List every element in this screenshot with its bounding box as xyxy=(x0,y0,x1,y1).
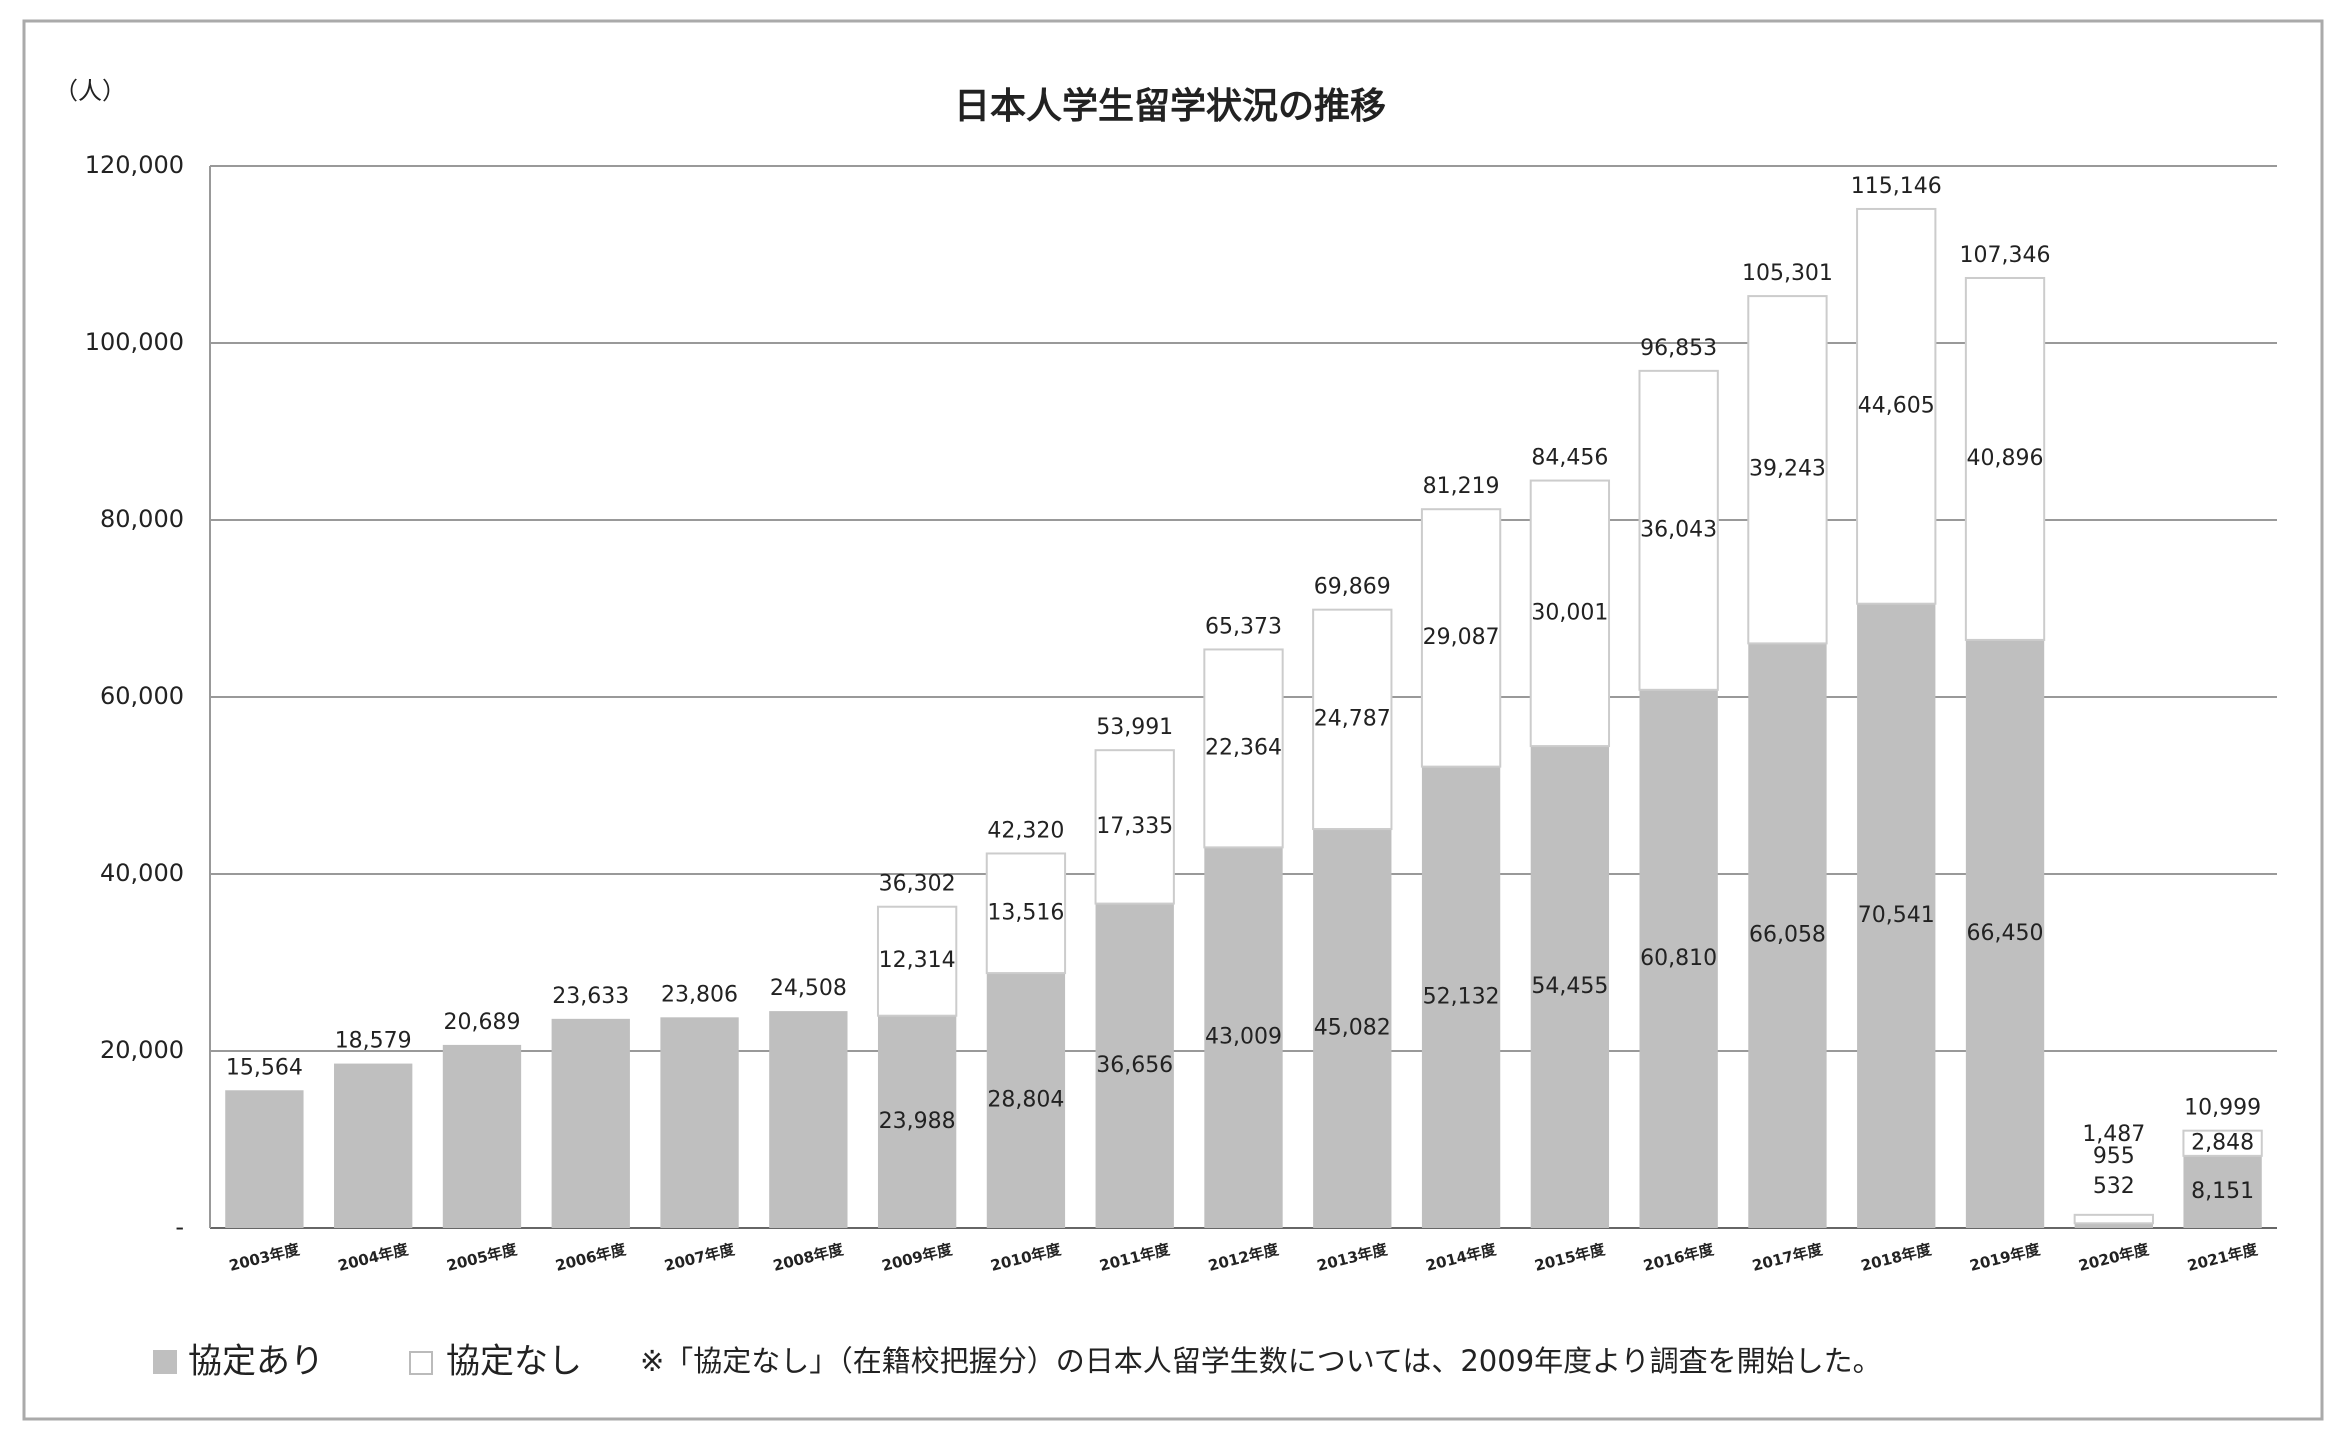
y-tick-label: 120,000 xyxy=(85,151,184,179)
value-label: 532 xyxy=(2093,1174,2135,1199)
total-label: 65,373 xyxy=(1205,614,1282,639)
bar-segment xyxy=(2183,1155,2262,1228)
bar-segment xyxy=(660,1017,739,1228)
value-label: 13,516 xyxy=(987,900,1064,925)
total-label: 107,346 xyxy=(1960,243,2051,268)
bar-segment xyxy=(1420,508,1502,768)
bar-segment xyxy=(2073,1213,2154,1225)
bar-segment xyxy=(2182,1129,2263,1157)
value-label: 29,087 xyxy=(1423,625,1500,650)
bar-segment xyxy=(1964,276,2046,641)
bar-segment xyxy=(1529,479,1611,748)
total-label: 115,146 xyxy=(1851,174,1942,199)
y-tick-label: 60,000 xyxy=(100,682,184,710)
legend: 協定あり 協定なし ※「協定なし」（在籍校把握分）の日本人留学生数については、2… xyxy=(153,1342,1882,1382)
legend-swatch xyxy=(409,1351,433,1375)
bar-segment xyxy=(1747,295,1828,645)
value-label: 24,508 xyxy=(770,976,847,1001)
total-label: 69,869 xyxy=(1314,575,1391,600)
total-label: 10,999 xyxy=(2184,1096,2261,1121)
bar-segment xyxy=(877,1015,957,1228)
value-label: 955 xyxy=(2093,1144,2135,1169)
value-label: 52,132 xyxy=(1423,984,1500,1009)
total-label: 105,301 xyxy=(1742,261,1833,286)
value-label: 12,314 xyxy=(879,948,956,973)
value-label: 18,579 xyxy=(335,1029,412,1054)
value-label: 43,009 xyxy=(1205,1025,1282,1050)
y-tick-label: - xyxy=(175,1213,184,1241)
value-label: 2,848 xyxy=(2191,1130,2254,1155)
bar-segment xyxy=(1421,766,1501,1228)
value-label: 44,605 xyxy=(1858,393,1935,418)
bar-segment xyxy=(1857,603,1936,1228)
bar-segment xyxy=(1094,749,1175,905)
total-label: 36,302 xyxy=(879,872,956,897)
value-label: 28,804 xyxy=(987,1088,1064,1113)
value-label: 36,043 xyxy=(1640,517,1717,542)
y-unit-label: （人） xyxy=(54,77,126,105)
y-tick-label: 100,000 xyxy=(85,328,184,356)
value-label: 66,450 xyxy=(1967,921,2044,946)
bar-segment xyxy=(1530,746,1610,1228)
bar-segment xyxy=(442,1044,522,1228)
value-label: 36,656 xyxy=(1096,1053,1173,1078)
value-label: 23,988 xyxy=(879,1109,956,1134)
value-label: 23,633 xyxy=(552,984,629,1009)
value-label: 23,806 xyxy=(661,982,738,1007)
total-label: 84,456 xyxy=(1531,446,1608,471)
total-label: 42,320 xyxy=(987,818,1064,843)
y-tick-label: 80,000 xyxy=(100,505,184,533)
bar-segment xyxy=(1748,643,1827,1228)
bar-segment xyxy=(2074,1223,2153,1228)
bar-segment xyxy=(769,1011,848,1228)
value-label: 40,896 xyxy=(1967,446,2044,471)
bar-segment xyxy=(1204,847,1283,1228)
legend-swatch xyxy=(153,1350,177,1374)
y-tick-label: 20,000 xyxy=(100,1036,184,1064)
bar-segment xyxy=(551,1018,630,1228)
bar-segment xyxy=(986,973,1066,1228)
value-label: 39,243 xyxy=(1749,457,1826,482)
total-label: 1,487 xyxy=(2082,1122,2145,1147)
bar-segment xyxy=(876,905,958,1017)
total-label: 96,853 xyxy=(1640,336,1717,361)
value-label: 54,455 xyxy=(1531,974,1608,999)
chart-note: ※「協定なし」（在籍校把握分）の日本人留学生数については、2009年度より調査を… xyxy=(640,1344,1882,1378)
value-label: 17,335 xyxy=(1096,814,1173,839)
bar-segment xyxy=(225,1090,304,1228)
bar-segment xyxy=(1965,639,2045,1228)
value-label: 45,082 xyxy=(1314,1016,1391,1041)
bar-segment xyxy=(1203,648,1284,849)
value-label: 20,689 xyxy=(443,1010,520,1035)
value-label: 24,787 xyxy=(1314,706,1391,731)
total-label: 81,219 xyxy=(1423,474,1500,499)
value-label: 66,058 xyxy=(1749,923,1826,948)
value-label: 15,564 xyxy=(226,1055,303,1080)
bar-segment xyxy=(1312,608,1393,831)
legend-label: 協定あり xyxy=(188,1342,324,1382)
bar-segment xyxy=(334,1063,413,1228)
y-tick-label: 40,000 xyxy=(100,859,184,887)
bar-segment xyxy=(1856,207,1937,605)
bar-segment xyxy=(1095,903,1174,1228)
value-label: 70,541 xyxy=(1858,903,1935,928)
bar-segment xyxy=(1638,369,1719,691)
bar-segment xyxy=(1639,689,1718,1228)
value-label: 8,151 xyxy=(2191,1179,2254,1204)
value-label: 30,001 xyxy=(1531,600,1608,625)
value-label: 60,810 xyxy=(1640,946,1717,971)
total-label: 53,991 xyxy=(1096,715,1173,740)
value-label: 22,364 xyxy=(1205,735,1282,760)
chart-title: 日本人学生留学状況の推移 xyxy=(954,85,1386,127)
legend-label: 協定なし xyxy=(446,1342,582,1382)
bar-segment xyxy=(1313,829,1392,1228)
bar-segment xyxy=(985,852,1067,975)
